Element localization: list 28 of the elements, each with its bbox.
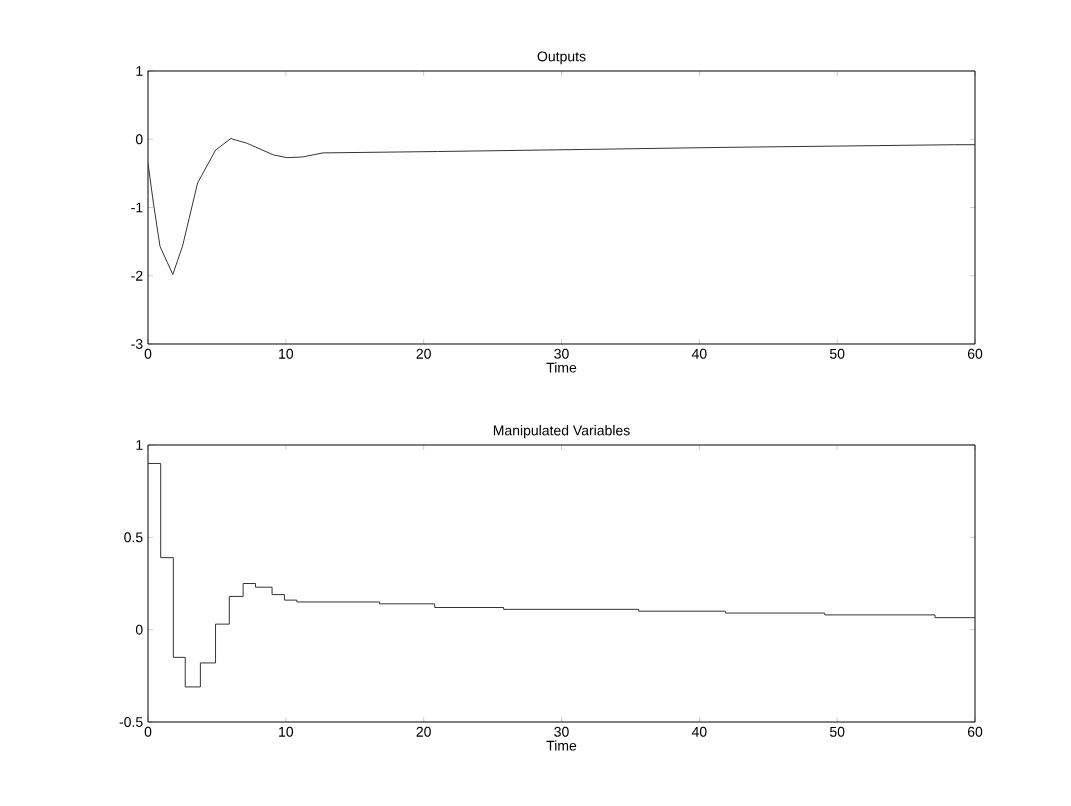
x-tick-label: 0 [144,348,152,359]
line-series [148,138,976,275]
x-axis-title: Time [546,740,577,751]
y-tick-label: -1 [131,202,143,213]
x-tick-label: 20 [416,726,431,737]
y-tick-label: 1 [136,440,143,450]
y-tick-label: 0 [135,624,143,635]
x-tick-label: 0 [144,726,152,737]
y-tick-label: 0.5 [124,532,143,543]
x-tick-label: 20 [416,348,431,359]
y-tick-label: -2 [131,270,143,281]
x-axis-title: Time [546,362,577,373]
x-tick-label: 40 [691,348,707,359]
y-tick-label: 0 [135,134,143,145]
chart-title: Outputs [537,51,586,65]
x-tick-label: 30 [554,348,569,359]
x-tick-label: 10 [279,726,294,737]
x-tick-label: 60 [967,726,983,737]
x-tick-label: 10 [279,348,294,359]
chart-title: Manipulated Variables [493,425,630,439]
x-tick-label: 50 [829,726,845,737]
x-tick-label: 40 [691,726,707,737]
x-tick-label: 50 [829,348,845,359]
y-tick-label: -0.5 [119,717,143,727]
x-tick-label: 30 [554,726,569,737]
y-tick-label: -3 [131,339,143,349]
x-tick-label: 60 [967,348,983,359]
y-tick-label: 1 [136,66,143,76]
